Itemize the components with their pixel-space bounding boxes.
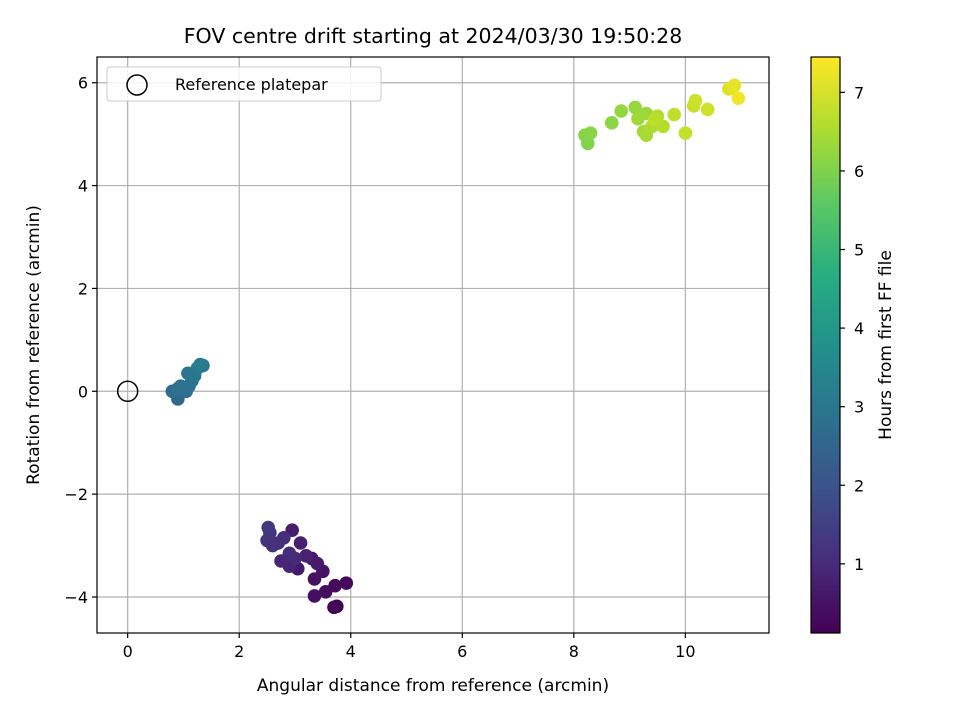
x-tick-label: 2 [234,642,244,661]
colorbar-ticks: 1 2 3 4 5 6 7 [840,83,864,574]
data-point [731,91,746,105]
data-point [628,100,642,115]
x-tick-label: 4 [346,642,356,661]
y-tick-label: −2 [64,485,88,504]
data-point [678,126,693,140]
data-point [293,536,308,550]
grid-lines [97,57,769,633]
y-tick-label: 2 [78,279,88,298]
colorbar-tick-label: 1 [854,555,864,574]
y-tick-label: 4 [78,177,88,196]
x-tick-label: 6 [457,642,467,661]
data-point [339,576,354,590]
data-point [307,589,322,603]
data-point [171,381,185,396]
legend-box [106,66,382,102]
colorbar [811,57,840,633]
legend-label: Reference platepar [175,75,328,94]
y-axis-ticks: −4 −2 0 2 4 6 [64,74,97,607]
x-axis-ticks: 0 2 4 6 8 10 [123,633,696,661]
data-point [604,116,619,130]
y-tick-label: 0 [78,382,88,401]
data-point [727,78,742,93]
y-tick-label: 6 [78,74,88,93]
data-point [631,111,645,126]
colorbar-tick-label: 5 [854,241,864,260]
data-point [667,107,681,122]
colorbar-tick-label: 6 [854,162,864,181]
y-axis-label: Rotation from reference (arcmin) [24,205,44,485]
colorbar-tick-label: 2 [854,476,864,495]
x-tick-label: 10 [675,642,695,661]
data-point [193,357,207,372]
data-point [310,556,325,571]
plot-frame [96,56,770,634]
chart-title: FOV centre drift starting at 2024/03/30 … [184,24,683,48]
legend: Reference platepar [106,66,382,102]
data-point [299,549,313,563]
y-tick-label: −4 [64,588,88,607]
data-point [700,102,715,117]
colorbar-frame [810,56,841,634]
reference-platepar-marker [116,380,139,403]
colorbar-tick-label: 7 [854,83,864,102]
legend-reference-marker [126,74,148,96]
data-point [261,520,276,535]
data-point [688,93,703,108]
data-point [647,112,662,127]
x-tick-label: 0 [123,642,133,661]
data-point [282,546,297,561]
data-point [318,585,333,599]
x-axis-label: Angular distance from reference (arcmin) [257,676,609,696]
x-tick-label: 8 [569,642,579,661]
data-points [165,78,746,615]
colorbar-tick-label: 3 [854,398,864,417]
data-point [614,104,629,118]
colorbar-label: Hours from first FF file [876,250,896,440]
colorbar-tick-label: 4 [854,319,864,338]
data-point [327,600,341,615]
data-point [583,126,598,140]
reference-marker-layer [116,380,139,403]
